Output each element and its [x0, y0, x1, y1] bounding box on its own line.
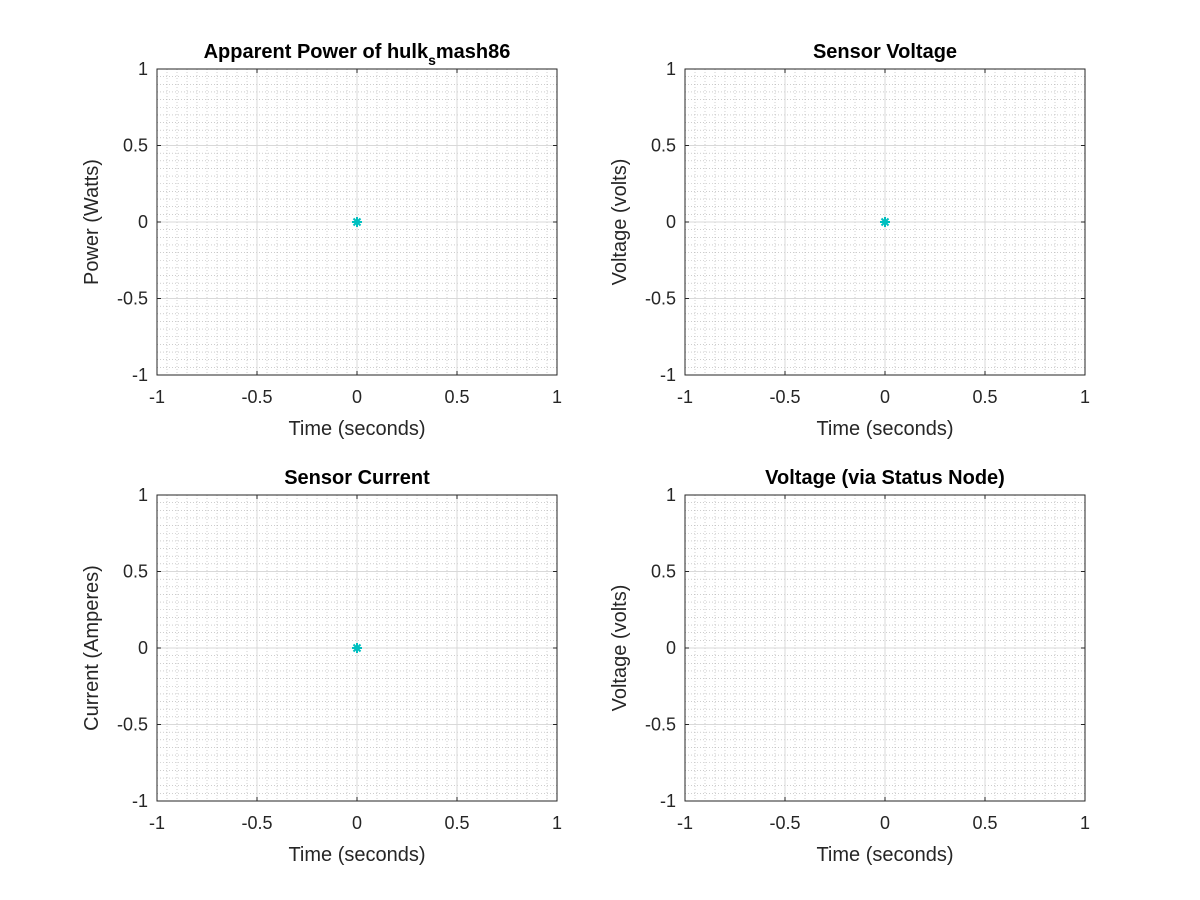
x-tick-label: 1 — [552, 813, 562, 833]
x-tick-label: 0.5 — [444, 813, 469, 833]
y-tick-label: 1 — [666, 485, 676, 505]
y-axis-label: Power (Watts) — [81, 159, 103, 285]
major-grid — [157, 69, 557, 375]
y-tick-label: -0.5 — [645, 289, 676, 309]
y-tick-label: -1 — [132, 791, 148, 811]
chart-title: Sensor Voltage — [813, 41, 957, 63]
x-tick-label: -0.5 — [769, 387, 800, 407]
x-tick-label: 0 — [880, 813, 890, 833]
x-tick-label: 1 — [552, 387, 562, 407]
y-axis-label: Voltage (volts) — [609, 159, 631, 286]
x-axis-label: Time (seconds) — [816, 418, 953, 440]
y-axis-label: Voltage (volts) — [609, 585, 631, 712]
data-point-marker — [352, 217, 362, 227]
y-tick-label: -1 — [660, 791, 676, 811]
x-tick-label: -0.5 — [241, 813, 272, 833]
marker-stroke-d2 — [880, 217, 890, 227]
x-axis-label: Time (seconds) — [288, 844, 425, 866]
y-tick-label: -1 — [660, 365, 676, 385]
y-tick-label: 0.5 — [123, 136, 148, 156]
chart-2: -1 -0.5 0 0.5 1 -1 -0.5 0 0.5 1 Sensor Voltage Time… — [609, 41, 1090, 440]
y-axis-label: Current (Amperes) — [81, 565, 103, 731]
marker-stroke-d2 — [352, 643, 362, 653]
x-tick-label: 0 — [352, 813, 362, 833]
y-tick-label: -0.5 — [117, 289, 148, 309]
chart-title-suffix: mash86 — [436, 41, 511, 63]
x-tick-label: -0.5 — [241, 387, 272, 407]
y-tick-label: 0.5 — [123, 562, 148, 582]
y-tick-label: 1 — [138, 485, 148, 505]
x-tick-label: -1 — [149, 387, 165, 407]
x-tick-label: -0.5 — [769, 813, 800, 833]
y-tick-label: 1 — [666, 59, 676, 79]
y-tick-label: 0 — [138, 638, 148, 658]
x-tick-label: -1 — [677, 387, 693, 407]
x-tick-label: 1 — [1080, 387, 1090, 407]
y-tick-label: 0 — [666, 638, 676, 658]
y-tick-label: -0.5 — [645, 715, 676, 735]
chart-title-subscript: s — [428, 52, 436, 68]
data-point-marker — [880, 217, 890, 227]
x-axis-label: Time (seconds) — [288, 418, 425, 440]
y-tick-label: 1 — [138, 59, 148, 79]
x-tick-label: -1 — [149, 813, 165, 833]
chart-4: -1 -0.5 0 0.5 1 -1 -0.5 0 0.5 1 Voltage (via Statu… — [609, 467, 1090, 866]
marker-stroke-d2 — [352, 217, 362, 227]
x-tick-label: -1 — [677, 813, 693, 833]
y-tick-label: -1 — [132, 365, 148, 385]
x-tick-label: 0.5 — [444, 387, 469, 407]
data-point-marker — [352, 643, 362, 653]
y-tick-label: 0.5 — [651, 562, 676, 582]
major-grid — [685, 495, 1085, 801]
chart-3: -1 -0.5 0 0.5 1 -1 -0.5 0 0.5 1 Sensor Current Time… — [81, 467, 562, 866]
y-tick-label: -0.5 — [117, 715, 148, 735]
x-tick-label: 1 — [1080, 813, 1090, 833]
chart-title: Voltage (via Status Node) — [765, 467, 1005, 489]
x-axis-label: Time (seconds) — [816, 844, 953, 866]
y-tick-label: 0.5 — [651, 136, 676, 156]
y-tick-label: 0 — [138, 212, 148, 232]
x-tick-label: 0 — [352, 387, 362, 407]
y-tick-label: 0 — [666, 212, 676, 232]
x-tick-label: 0.5 — [972, 387, 997, 407]
chart-title: Sensor Current — [284, 467, 430, 489]
x-tick-label: 0.5 — [972, 813, 997, 833]
x-tick-label: 0 — [880, 387, 890, 407]
